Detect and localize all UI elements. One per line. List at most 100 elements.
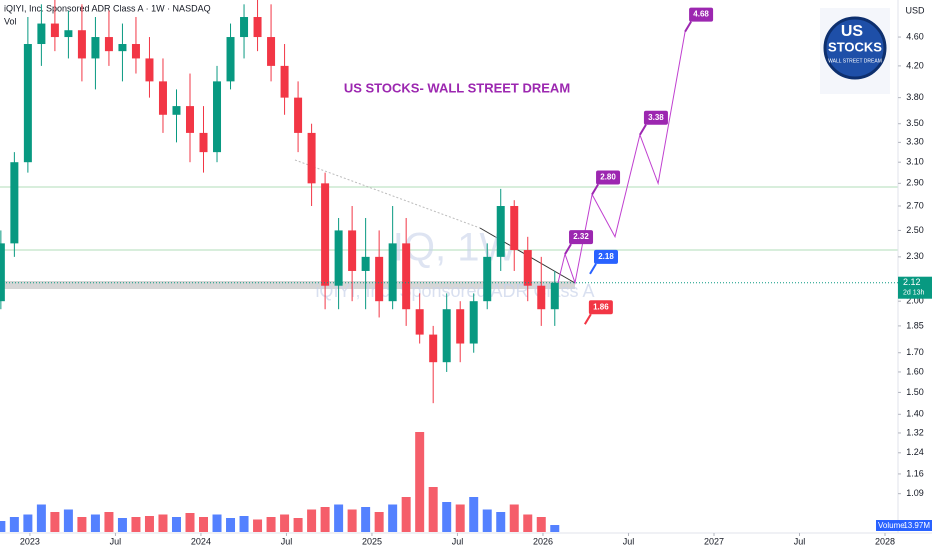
candle-body bbox=[321, 183, 330, 286]
target-label: 2.80 bbox=[600, 173, 616, 182]
logo-text: US bbox=[841, 23, 864, 40]
x-tick-label: Jul bbox=[452, 536, 464, 546]
candle-body bbox=[77, 30, 86, 59]
candle-body bbox=[402, 243, 411, 310]
candle-body bbox=[483, 256, 492, 302]
candle-body bbox=[50, 23, 59, 38]
target-label: 1.86 bbox=[593, 302, 609, 311]
candle-body bbox=[213, 81, 222, 153]
x-tick-label: Jul bbox=[281, 536, 293, 546]
volume-bar bbox=[442, 502, 452, 532]
countdown: 2d 13h bbox=[903, 290, 925, 297]
target-arrow bbox=[589, 263, 597, 275]
volume-bar bbox=[361, 507, 371, 532]
target-box bbox=[588, 300, 613, 315]
target-box bbox=[596, 170, 621, 185]
logo-text: STOCKS bbox=[828, 39, 882, 54]
candle-body bbox=[523, 250, 532, 286]
target-label: 2.18 bbox=[598, 252, 614, 261]
y-tick-label: 1.24 bbox=[906, 447, 924, 457]
logo-text: WALL STREET DREAM bbox=[828, 58, 882, 64]
volume-bar bbox=[131, 517, 141, 532]
y-tick-label: 1.70 bbox=[906, 347, 924, 357]
candle-body bbox=[240, 17, 249, 38]
candle-body bbox=[415, 309, 424, 335]
plot-area bbox=[0, 159, 898, 289]
candle-body bbox=[334, 230, 343, 286]
x-tick-label: 2026 bbox=[533, 536, 553, 546]
volume-bar bbox=[117, 518, 127, 532]
target-label: 3.38 bbox=[648, 113, 664, 122]
volume-bar bbox=[415, 432, 425, 532]
candle-body bbox=[429, 334, 438, 363]
candle-body bbox=[185, 106, 194, 133]
target-label: 2.32 bbox=[573, 232, 589, 241]
volume-bar bbox=[90, 514, 100, 532]
last-price-tag bbox=[898, 276, 932, 299]
x-tick-label: Jul bbox=[623, 536, 635, 546]
volume-tag-value: 13.97M bbox=[903, 521, 930, 530]
volume-bar bbox=[523, 514, 533, 532]
volume-bar bbox=[428, 487, 438, 532]
y-tick-label: 1.32 bbox=[906, 427, 924, 437]
y-tick-label: 3.10 bbox=[906, 157, 924, 167]
target-box bbox=[689, 7, 714, 22]
candle-body bbox=[131, 44, 140, 59]
volume-bar bbox=[253, 519, 263, 532]
projection-line bbox=[557, 31, 686, 285]
target-arrow bbox=[684, 21, 692, 33]
volume-bar bbox=[334, 504, 344, 532]
y-tick-label: 3.80 bbox=[906, 92, 924, 102]
y-tick-label: 2.50 bbox=[906, 225, 924, 235]
target-box bbox=[594, 249, 619, 264]
candle-body bbox=[145, 58, 154, 82]
candle-body bbox=[496, 206, 505, 257]
chart-title: US STOCKS- WALL STREET DREAM bbox=[344, 80, 570, 95]
candle-body bbox=[253, 17, 262, 38]
volume-bar bbox=[293, 518, 303, 532]
volume-bar bbox=[455, 504, 465, 532]
x-tick-label: 2023 bbox=[20, 536, 40, 546]
candle-body bbox=[64, 30, 73, 38]
y-tick-label: 2.30 bbox=[906, 251, 924, 261]
volume-bar bbox=[320, 507, 330, 532]
volume-bar bbox=[144, 516, 154, 532]
volume-title: Vol bbox=[4, 16, 17, 26]
volume-bar bbox=[388, 504, 398, 532]
volume-bar bbox=[36, 504, 46, 532]
y-tick-label: 1.85 bbox=[906, 320, 924, 330]
target-box bbox=[643, 110, 668, 125]
y-tick-label: 3.30 bbox=[906, 137, 924, 147]
volume-bar bbox=[550, 525, 560, 532]
logo-badge bbox=[823, 16, 887, 80]
candle-body bbox=[158, 81, 167, 115]
candle-body bbox=[456, 309, 465, 344]
volume-bar bbox=[496, 512, 506, 532]
target-arrow bbox=[639, 124, 647, 136]
candle-body bbox=[469, 301, 478, 344]
candle-body bbox=[226, 37, 235, 82]
last-price-label: 2.12 bbox=[903, 277, 921, 287]
candle-body bbox=[442, 309, 451, 363]
y-tick-label: 4.60 bbox=[906, 31, 924, 41]
volume-tag-label: Volume bbox=[878, 521, 905, 530]
y-tick-label: 2.70 bbox=[906, 200, 924, 210]
volume-bar bbox=[280, 514, 290, 532]
x-tick-label: 2024 bbox=[191, 536, 211, 546]
candle-body bbox=[172, 106, 181, 115]
x-tick-label: Jul bbox=[110, 536, 122, 546]
candle-body bbox=[118, 44, 127, 52]
candle-body bbox=[104, 37, 113, 52]
target-box bbox=[569, 230, 594, 245]
volume-bar bbox=[158, 514, 168, 532]
target-arrow bbox=[591, 183, 599, 195]
target-label: 4.68 bbox=[693, 10, 709, 19]
y-tick-label: 1.60 bbox=[906, 366, 924, 376]
y-tick-label: 1.09 bbox=[906, 488, 924, 498]
volume-bar bbox=[469, 497, 479, 532]
watermark: IQ, 1W bbox=[393, 226, 518, 270]
volume-bar bbox=[212, 514, 222, 532]
y-tick-label: 3.50 bbox=[906, 118, 924, 128]
volume-bar bbox=[401, 497, 411, 532]
